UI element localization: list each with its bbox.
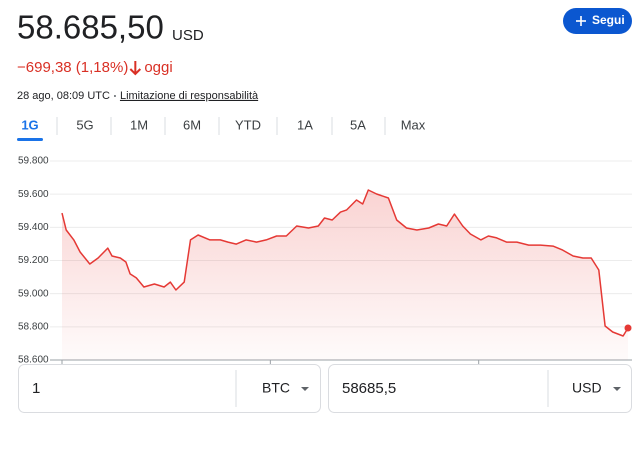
change-period: oggi xyxy=(144,59,172,76)
to-box[interactable] xyxy=(328,364,632,413)
to-currency[interactable]: USD xyxy=(572,380,602,396)
dropdown-caret[interactable] xyxy=(301,387,309,391)
y-tick-label: 59.200 xyxy=(18,255,49,266)
disclaimer-link[interactable]: Limitazione di responsabilità xyxy=(120,90,259,102)
tab[interactable]: 1G xyxy=(21,117,38,132)
y-tick-label: 59.400 xyxy=(18,222,49,233)
tab[interactable]: YTD xyxy=(235,117,261,132)
y-tick-label: 58.800 xyxy=(18,321,49,332)
tab[interactable]: 1A xyxy=(297,117,313,132)
y-tick-label: 59.000 xyxy=(18,288,49,299)
price: 58.685,50 xyxy=(17,9,164,46)
follow-label[interactable]: Segui xyxy=(592,13,625,27)
down-arrow xyxy=(129,61,142,76)
tab[interactable]: 5G xyxy=(76,117,93,132)
follow-button-bg[interactable] xyxy=(563,8,632,34)
tab[interactable]: Max xyxy=(401,117,426,132)
from-currency[interactable]: BTC xyxy=(262,380,290,396)
converter: 1 BTC 58685,5 USD xyxy=(18,364,632,413)
tab[interactable]: 1M xyxy=(130,117,148,132)
currency: USD xyxy=(172,27,204,44)
end-point xyxy=(624,324,632,332)
tab-underline xyxy=(17,138,43,141)
dropdown-caret[interactable] xyxy=(613,387,621,391)
area xyxy=(62,190,628,360)
from-amount[interactable]: 1 xyxy=(32,380,40,397)
price-line xyxy=(61,189,629,337)
separator-dot xyxy=(113,95,116,97)
y-tick-label: 59.600 xyxy=(18,189,49,200)
tab[interactable]: 5A xyxy=(350,117,366,132)
y-tick-label: 58.600 xyxy=(18,355,49,366)
timestamp: 28 ago, 08:09 UTC xyxy=(17,90,110,102)
price-change: −699,38 (1,18%) xyxy=(17,59,128,76)
to-amount[interactable]: 58685,5 xyxy=(342,380,396,397)
y-tick-label: 59.800 xyxy=(18,156,49,167)
follow-button[interactable]: Segui xyxy=(563,8,632,34)
tab[interactable]: 6M xyxy=(183,117,201,132)
from-box[interactable] xyxy=(18,364,321,413)
